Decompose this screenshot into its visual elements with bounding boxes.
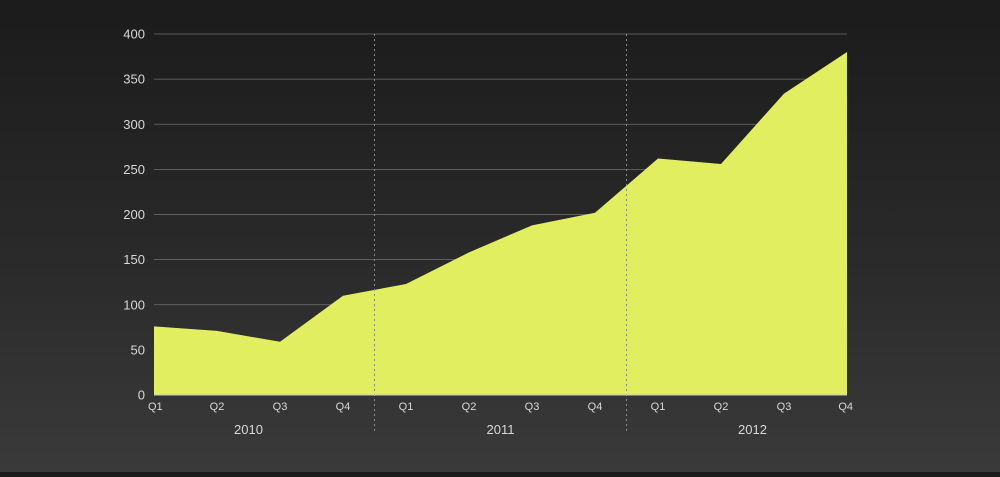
y-tick-label-250: 250 [123, 162, 145, 177]
x-axis-ticks: Q1 Q2 Q3 Q4 Q1 Q2 Q3 Q4 Q1 Q2 Q3 Q4 [148, 401, 853, 413]
year-label-2012: 2012 [738, 422, 767, 437]
year-group-labels: 2010 2011 2012 [234, 422, 767, 437]
y-tick-label-100: 100 [123, 297, 145, 312]
y-tick-label-200: 200 [123, 207, 145, 222]
x-tick-label-5: Q1 [399, 401, 414, 413]
x-tick-label-4: Q4 [336, 401, 351, 413]
y-axis-ticks: 0 50 100 150 200 250 300 350 400 [123, 27, 145, 403]
year-label-2011: 2011 [487, 422, 515, 437]
y-tick-label-150: 150 [123, 252, 145, 267]
x-tick-label-8: Q4 [588, 401, 603, 413]
area-fill [154, 52, 847, 395]
x-tick-label-6: Q2 [462, 401, 477, 413]
x-tick-label-11: Q3 [777, 401, 792, 413]
x-tick-label-9: Q1 [651, 401, 666, 413]
year-label-2010: 2010 [234, 422, 263, 437]
x-tick-label-12: Q4 [838, 401, 853, 413]
x-tick-label-3: Q3 [273, 401, 288, 413]
y-tick-label-0: 0 [138, 388, 145, 403]
x-tick-label-7: Q3 [525, 401, 540, 413]
y-tick-label-50: 50 [131, 342, 145, 357]
x-tick-label-1: Q1 [148, 401, 163, 413]
x-tick-label-10: Q2 [714, 401, 729, 413]
y-tick-label-350: 350 [123, 72, 145, 87]
y-tick-label-400: 400 [123, 27, 145, 42]
y-tick-label-300: 300 [123, 117, 145, 132]
x-tick-label-2: Q2 [210, 401, 225, 413]
area-series [154, 52, 847, 395]
